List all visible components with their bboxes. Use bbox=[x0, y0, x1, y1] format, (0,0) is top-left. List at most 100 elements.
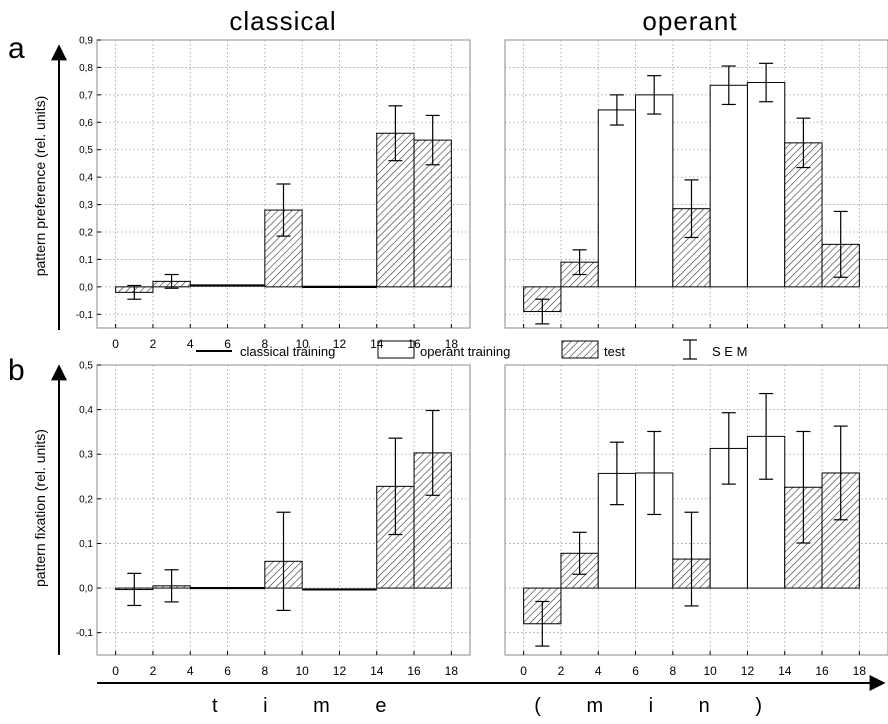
sem-error-bar bbox=[127, 284, 142, 300]
sem-error-bar bbox=[833, 210, 848, 278]
y-tick-label: 0,1 bbox=[79, 255, 93, 266]
sem-error-bar bbox=[721, 65, 736, 106]
plot-frame bbox=[504, 39, 888, 329]
panel-letter-b: b bbox=[8, 354, 25, 387]
y-tick-label: -0,1 bbox=[76, 310, 94, 321]
sem-error-bar bbox=[609, 94, 624, 126]
operant-bar bbox=[709, 84, 748, 288]
panel-letter-a: a bbox=[8, 32, 25, 65]
x-tick-label: 2 bbox=[150, 664, 157, 678]
y-tick-label: 0,0 bbox=[79, 584, 93, 595]
column-title-classical: classical bbox=[229, 6, 336, 36]
legend-sem-label: S E M bbox=[712, 344, 747, 359]
sem-error-bar bbox=[535, 600, 550, 647]
y-axis-label-a: pattern preference (rel. units) bbox=[32, 96, 48, 277]
x-tick-label: 18 bbox=[445, 337, 459, 351]
y-tick-label: 0,2 bbox=[79, 494, 93, 505]
sem-error-bar bbox=[684, 179, 699, 239]
x-tick-label: 12 bbox=[333, 664, 347, 678]
sem-error-bar bbox=[796, 117, 811, 169]
sem-error-bar bbox=[796, 430, 811, 544]
x-tick-label: 12 bbox=[741, 664, 755, 678]
x-tick-label: 0 bbox=[112, 337, 119, 351]
x-tick-label: 14 bbox=[370, 337, 384, 351]
x-tick-label: 10 bbox=[703, 664, 717, 678]
sem-error-bar bbox=[572, 531, 587, 575]
sem-error-bar bbox=[609, 441, 624, 506]
legend-test-label: test bbox=[604, 344, 625, 359]
x-tick-label: 10 bbox=[295, 664, 309, 678]
plot-frame bbox=[96, 39, 471, 329]
x-tick-label: 14 bbox=[370, 664, 384, 678]
y-tick-label: 0,8 bbox=[79, 63, 93, 74]
x-tick-label: 16 bbox=[407, 664, 421, 678]
y-tick-label: 0,4 bbox=[79, 405, 93, 416]
x-tick-label: 16 bbox=[815, 664, 829, 678]
x-tick-label: 0 bbox=[520, 664, 527, 678]
chart-a-operant bbox=[504, 39, 888, 329]
y-tick-label: 0,3 bbox=[79, 200, 93, 211]
x-tick-label: 14 bbox=[778, 664, 792, 678]
sem-error-bar bbox=[647, 75, 662, 115]
y-tick-label: 0,4 bbox=[79, 173, 93, 184]
y-tick-label: 0,5 bbox=[79, 145, 93, 156]
column-title-operant: operant bbox=[642, 6, 737, 36]
sem-error-bar bbox=[759, 392, 774, 480]
sem-error-bar bbox=[425, 114, 440, 166]
x-tick-label: 2 bbox=[150, 337, 157, 351]
sem-error-bar bbox=[572, 249, 587, 276]
plot-frame bbox=[96, 364, 471, 656]
sem-error-bar bbox=[721, 412, 736, 485]
time-axis-title: t i m e ( m i n ) bbox=[212, 695, 782, 717]
sem-error-bar bbox=[647, 430, 662, 516]
x-tick-label: 0 bbox=[112, 664, 119, 678]
y-tick-label: 0,6 bbox=[79, 118, 93, 129]
y-tick-label: 0,1 bbox=[79, 539, 93, 550]
sem-error-bar bbox=[388, 105, 403, 162]
chart-a-classical: -0,1 0,0 0,1 0,2 0,3 0,4 0,5 0,6 0,7 0,8 0,9 0 2 4 6 8 1… bbox=[76, 36, 471, 351]
sem-error-bar bbox=[164, 569, 179, 603]
x-tick-label: 2 bbox=[558, 664, 565, 678]
y-tick-label: 0,2 bbox=[79, 228, 93, 239]
x-tick-label: 10 bbox=[295, 337, 309, 351]
x-tick-label: 18 bbox=[853, 664, 867, 678]
operant-bar bbox=[746, 82, 786, 288]
x-tick-label: 8 bbox=[262, 664, 269, 678]
x-tick-label: 6 bbox=[224, 664, 231, 678]
x-tick-label: 8 bbox=[670, 664, 677, 678]
legend-operant-swatch bbox=[377, 340, 415, 359]
sem-error-bar bbox=[388, 437, 403, 536]
y-tick-label: 0,3 bbox=[79, 450, 93, 461]
sem-error-bar bbox=[535, 298, 550, 325]
chart-b-operant: 0 2 4 6 8 10 12 14 16 18 bbox=[504, 364, 888, 678]
x-tick-label: 4 bbox=[187, 337, 194, 351]
x-tick-label: 12 bbox=[333, 337, 347, 351]
plot-frame bbox=[504, 364, 888, 656]
x-tick-label: 4 bbox=[595, 664, 602, 678]
sem-error-bar bbox=[276, 511, 291, 611]
sem-error-bar bbox=[684, 511, 699, 607]
legend-sem-swatch bbox=[683, 339, 697, 360]
sem-error-bar bbox=[276, 183, 291, 237]
operant-bar bbox=[635, 94, 674, 288]
legend: classical training operant training test… bbox=[196, 339, 747, 360]
y-tick-label: 0,5 bbox=[79, 361, 93, 372]
x-tick-label: 4 bbox=[187, 664, 194, 678]
sem-error-bar bbox=[164, 273, 179, 289]
legend-test-swatch bbox=[561, 340, 599, 359]
chart-b-classical: -0,1 0,0 0,1 0,2 0,3 0,4 0,5 0 2 4 6 8 10 12 14 16 18 bbox=[76, 361, 471, 678]
sem-error-bar bbox=[127, 572, 142, 607]
legend-operant-label: operant training bbox=[420, 344, 510, 359]
sem-error-bar bbox=[759, 62, 774, 103]
operant-bar bbox=[597, 109, 637, 288]
x-tick-label: 16 bbox=[407, 337, 421, 351]
y-tick-label: -0,1 bbox=[76, 628, 94, 639]
x-tick-label: 6 bbox=[224, 337, 231, 351]
sem-error-bar bbox=[425, 409, 440, 496]
x-tick-label: 8 bbox=[262, 337, 269, 351]
y-axis-label-b: pattern fixation (rel. units) bbox=[32, 429, 48, 587]
y-tick-label: 0,0 bbox=[79, 282, 93, 293]
x-tick-label: 18 bbox=[445, 664, 459, 678]
y-tick-label: 0,7 bbox=[79, 90, 93, 101]
